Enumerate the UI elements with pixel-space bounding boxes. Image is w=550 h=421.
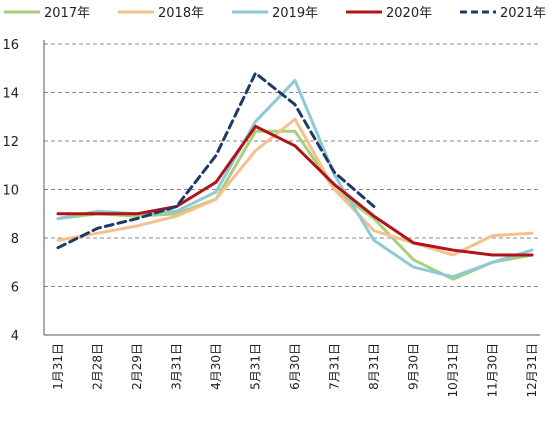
y-axis: 4 6 8 10 12 14 16	[2, 38, 45, 344]
legend-label: 2017年	[44, 6, 90, 21]
x-tick-label: 5月31日	[249, 343, 263, 390]
x-tick-label: 7月31日	[328, 343, 342, 390]
x-tick-label: 11月30日	[486, 343, 500, 398]
y-tick-label: 8	[11, 232, 19, 247]
y-tick-label: 10	[2, 184, 19, 199]
x-tick-label: 9月30日	[407, 343, 421, 390]
series-line	[56, 129, 534, 281]
gridlines	[44, 43, 540, 287]
legend-label: 2019年	[272, 6, 318, 21]
series-line	[56, 71, 376, 250]
series-line	[56, 117, 534, 257]
y-tick-label: 12	[2, 135, 19, 150]
y-tick-label: 14	[2, 87, 19, 102]
series-lines	[56, 71, 534, 281]
x-tick-label: 2月28日	[91, 343, 105, 390]
legend: 2017年 2018年 2019年 2020年 2021年	[4, 6, 546, 21]
x-axis: 1月31日 2月28日 2月29日 3月31日 4月30日 5月31日 6月30日 7月31日…	[44, 334, 540, 398]
x-tick-label: 2月29日	[130, 343, 144, 390]
series-line	[56, 124, 534, 257]
legend-label: 2020年	[386, 6, 432, 21]
y-tick-label: 4	[11, 329, 19, 344]
legend-label: 2021年	[500, 6, 546, 21]
y-tick-label: 16	[2, 38, 19, 53]
x-tick-label: 8月31日	[367, 343, 381, 390]
legend-label: 2018年	[158, 6, 204, 21]
y-tick-label: 6	[11, 281, 19, 296]
x-tick-label: 3月31日	[170, 343, 184, 390]
series-line	[56, 78, 534, 279]
x-tick-label: 12月31日	[525, 343, 539, 398]
x-tick-label: 10月31日	[446, 343, 460, 398]
x-tick-label: 1月31日	[51, 343, 65, 390]
x-tick-label: 6月30日	[288, 343, 302, 390]
x-tick-label: 4月30日	[209, 343, 223, 390]
